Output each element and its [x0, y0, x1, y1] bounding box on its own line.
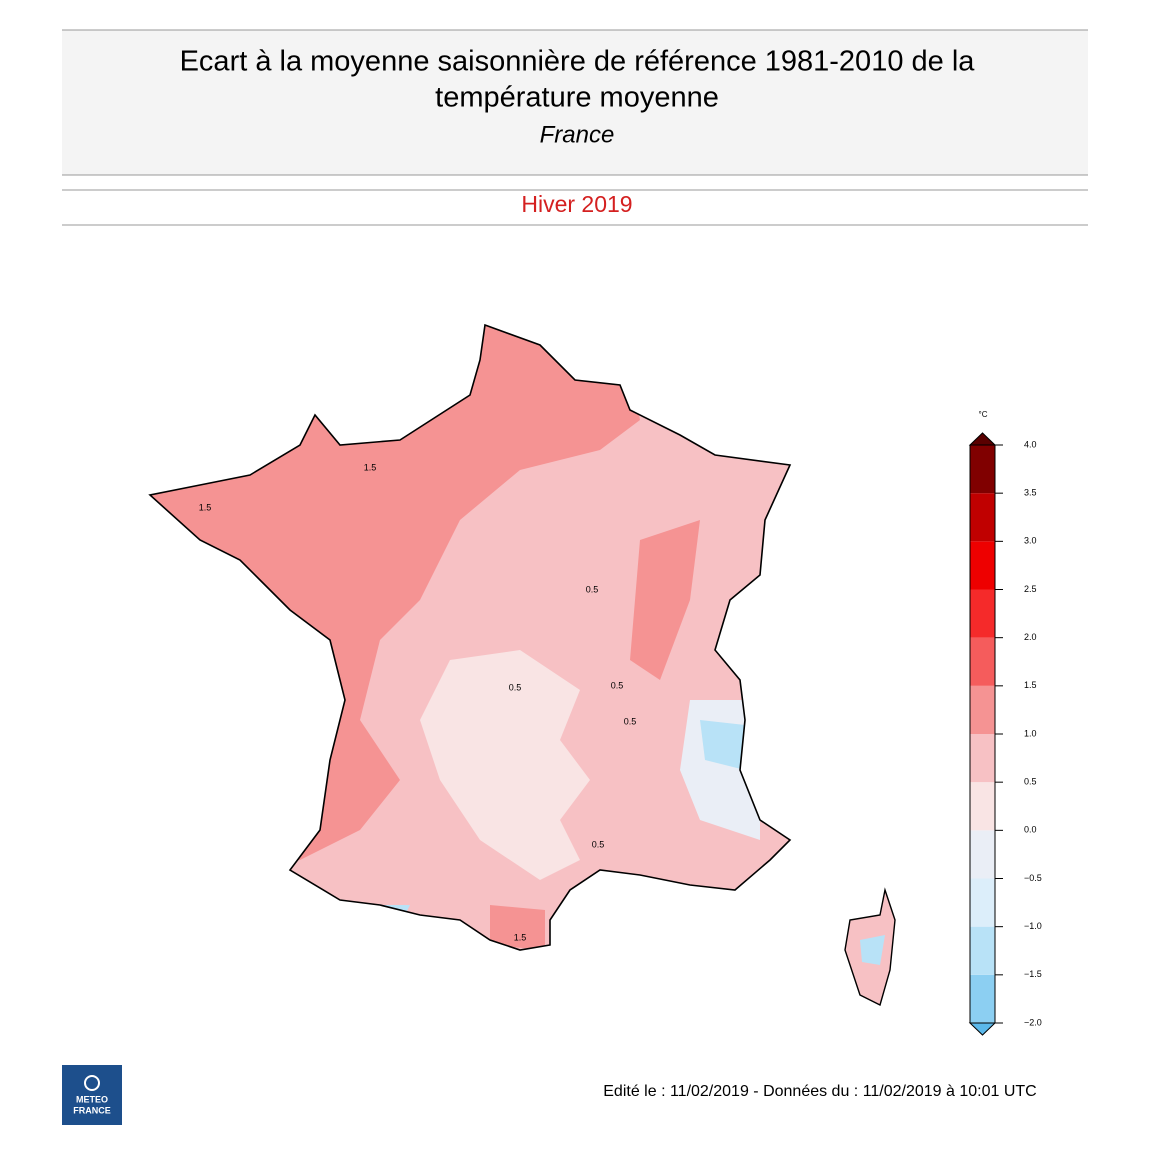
contour-label: 0.5: [611, 680, 624, 690]
logo-text: METEO: [76, 1094, 108, 1104]
logo-icon: [84, 1075, 100, 1091]
colorbar-label: 4.0: [1024, 439, 1037, 449]
contour-label: 1.5: [364, 462, 377, 472]
colorbar-label: 3.0: [1024, 536, 1037, 546]
colorbar-band: [970, 445, 995, 494]
colorbar-band: [970, 637, 995, 686]
colorbar-label: −2.0: [1024, 1017, 1042, 1027]
colorbar-label: 1.5: [1024, 680, 1037, 690]
colorbar-band: [970, 974, 995, 1023]
colorbar-band: [970, 589, 995, 638]
colorbar-band: [970, 878, 995, 927]
contour-label: 0.5: [509, 682, 522, 692]
colorbar-unit: °C: [979, 410, 988, 419]
colorbar-band: [970, 541, 995, 590]
colorbar-under: [968, 1022, 997, 1036]
footer: Edité le : 11/02/2019 - Données du : 11/…: [603, 1083, 1036, 1100]
title: Ecart à la moyenne saisonnière de référe…: [180, 46, 976, 78]
header-box: [62, 30, 1088, 175]
colorbar: −2.0 −1.5 −1.0 −0.5 0.0 0.5 1.0 1.5 2.0 2.5 3.0 3.5…: [968, 432, 1042, 1036]
colorbar-band: [970, 734, 995, 783]
colorbar-over: [968, 432, 997, 446]
contour-label: 0.5: [624, 716, 637, 726]
colorbar-label: 2.0: [1024, 632, 1037, 642]
colorbar-band: [970, 685, 995, 734]
title: température moyenne: [435, 82, 719, 114]
logo-text: FRANCE: [73, 1105, 111, 1115]
colorbar-band: [970, 926, 995, 975]
colorbar-label: 0.5: [1024, 777, 1037, 787]
season: Hiver 2019: [521, 191, 632, 217]
colorbar-label: 3.5: [1024, 488, 1037, 498]
colorbar-label: −0.5: [1024, 873, 1042, 883]
contour-label: 0.5: [592, 839, 605, 849]
contour-label: 1.5: [199, 502, 212, 512]
colorbar-label: 1.0: [1024, 728, 1037, 738]
colorbar-label: −1.5: [1024, 969, 1042, 979]
contour-label: 0.5: [586, 584, 599, 594]
subtitle: France: [540, 121, 615, 148]
colorbar-label: −1.0: [1024, 921, 1042, 931]
colorbar-band: [970, 493, 995, 542]
colorbar-band: [970, 782, 995, 831]
map: [148, 323, 896, 1007]
colorbar-label: 0.0: [1024, 825, 1037, 835]
colorbar-label: 2.5: [1024, 584, 1037, 594]
colorbar-band: [970, 830, 995, 879]
contour-label: 1.5: [514, 932, 527, 942]
